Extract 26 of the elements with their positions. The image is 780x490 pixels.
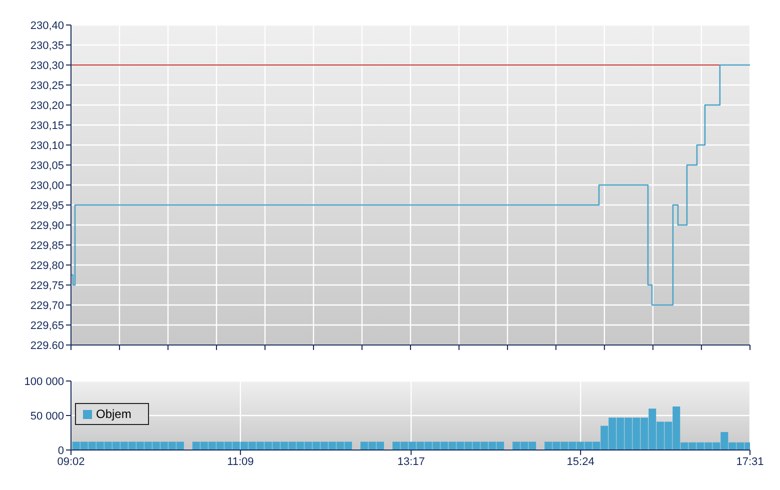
- y-tick-label: 229,80: [30, 260, 64, 272]
- y-tick-label: 229,85: [30, 240, 64, 252]
- y-tick-label: 230,25: [30, 80, 64, 92]
- x-tick-label: 09:02: [57, 456, 85, 468]
- y-tick-label: 229,90: [30, 220, 64, 232]
- y-tick-label: 229.60: [30, 340, 64, 352]
- legend-label: Objem: [96, 407, 132, 421]
- x-tick-label: 15:24: [566, 456, 594, 468]
- y-tick-label: 229,95: [30, 200, 64, 212]
- x-tick-label: 11:09: [227, 456, 254, 468]
- x-tick-label: 17:31: [736, 456, 764, 468]
- y-tick-label: 230,15: [30, 120, 64, 132]
- y-tick-label: 229,75: [30, 280, 64, 292]
- y-tick-label: 229,70: [30, 300, 64, 312]
- y-tick-label: 230,30: [30, 60, 64, 72]
- y-tick-label: 230,40: [30, 20, 64, 32]
- y-tick-label: 230,05: [30, 160, 64, 172]
- y-tick-label: 100 000: [24, 376, 64, 388]
- y-tick-label: 229,65: [30, 320, 64, 332]
- y-tick-label: 230,20: [30, 100, 64, 112]
- y-tick-label: 0: [58, 444, 64, 457]
- x-tick-label: 13:17: [397, 456, 425, 468]
- y-tick-label: 50 000: [30, 410, 64, 422]
- y-tick-label: 230,00: [30, 180, 64, 192]
- y-tick-label: 230,35: [30, 40, 64, 52]
- y-tick-label: 230,10: [30, 140, 64, 152]
